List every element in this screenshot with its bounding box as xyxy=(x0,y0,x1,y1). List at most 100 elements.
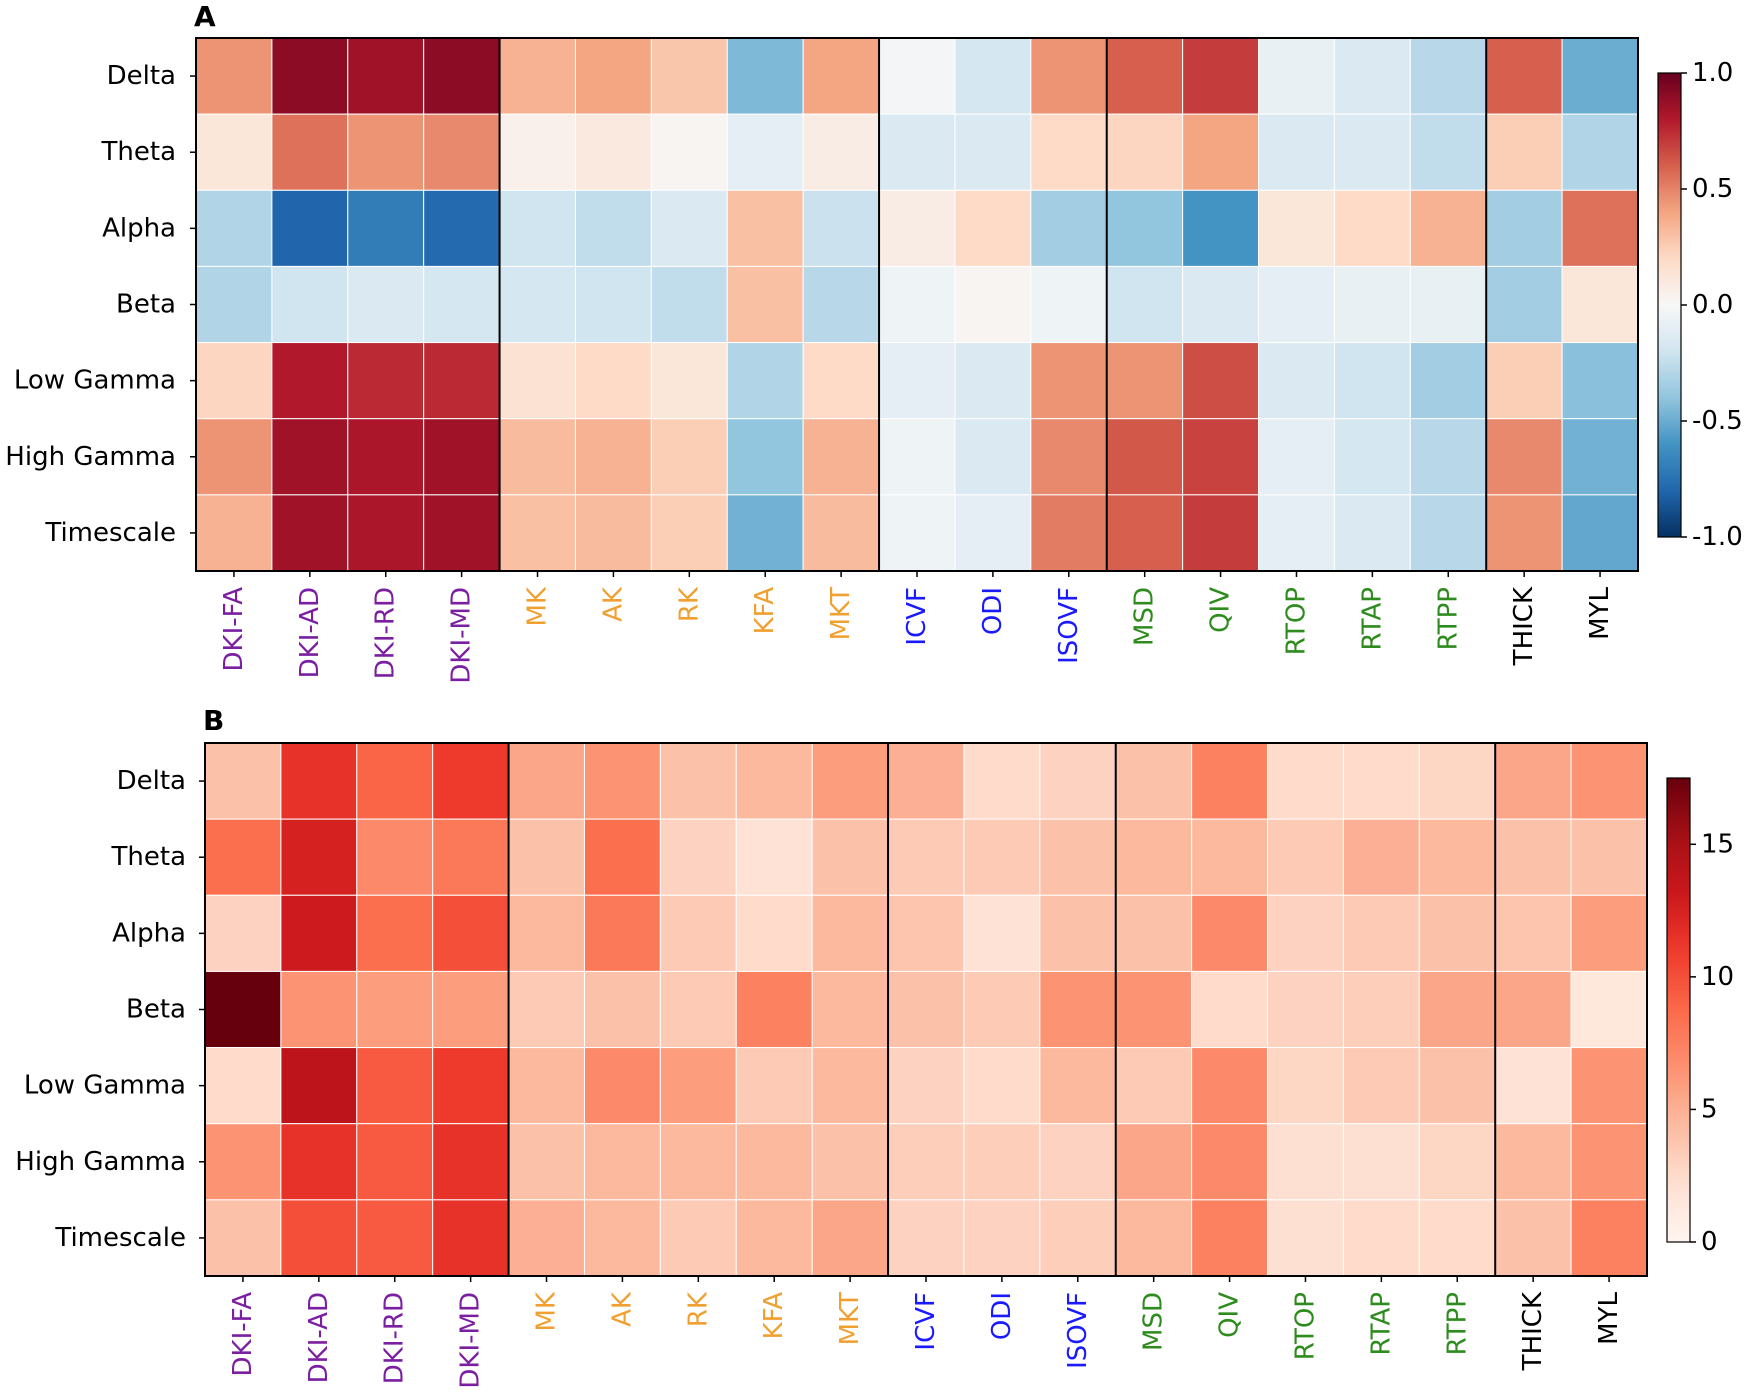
column-label: RTAP xyxy=(1357,587,1387,651)
heatmap-cell xyxy=(195,189,273,267)
heatmap-a: Delta Theta Alpha Beta Low Gamma High Gamma Ti… xyxy=(5,37,1743,684)
heatmap-cell xyxy=(1409,418,1487,496)
heatmap-cell xyxy=(878,37,956,115)
column-label: QIV xyxy=(1215,1292,1245,1338)
column-label: MYL xyxy=(1585,586,1615,639)
heatmap-cell xyxy=(1267,894,1344,972)
column-label: MKT xyxy=(826,587,856,640)
heatmap-cell xyxy=(1485,113,1563,191)
heatmap-cell xyxy=(1106,37,1184,115)
colorbar-tick-label: 0 xyxy=(1701,1227,1718,1257)
heatmap-cell xyxy=(1258,418,1335,496)
heatmap-cell xyxy=(280,742,358,820)
column-label: RTOP xyxy=(1290,1292,1320,1360)
heatmap-cell xyxy=(423,342,501,420)
heatmap-cell xyxy=(1115,1199,1193,1277)
heatmap-cell xyxy=(1182,37,1260,115)
heatmap-cell xyxy=(1342,742,1420,820)
heatmap-cell xyxy=(432,742,510,820)
heatmap-cell xyxy=(204,894,282,972)
heatmap-cell xyxy=(650,342,728,420)
heatmap-cell xyxy=(1561,418,1639,496)
row-label: Beta xyxy=(126,995,186,1025)
column-label: DKI-FA xyxy=(228,1292,258,1377)
heatmap-cell xyxy=(271,113,349,191)
heatmap-cell xyxy=(583,1047,661,1125)
heatmap-cell xyxy=(499,37,576,115)
row-label: High Gamma xyxy=(5,442,176,472)
heatmap-cell xyxy=(735,894,813,972)
heatmap-cell xyxy=(954,37,1032,115)
heatmap-cell xyxy=(195,342,273,420)
heatmap-cell xyxy=(887,1199,965,1277)
colorbar-tick-label: 0.0 xyxy=(1692,290,1733,320)
heatmap-cell xyxy=(574,342,652,420)
heatmap-cell xyxy=(887,742,965,820)
heatmap-cell xyxy=(1342,818,1420,896)
heatmap-cell xyxy=(802,494,880,572)
heatmap-cell xyxy=(423,418,501,496)
heatmap-cell xyxy=(1561,265,1639,344)
heatmap-cell xyxy=(726,494,804,572)
heatmap-cell xyxy=(508,970,585,1049)
heatmap-cell xyxy=(1030,37,1108,115)
heatmap-cell xyxy=(963,818,1041,896)
heatmap-cell xyxy=(1039,894,1117,972)
heatmap-cell xyxy=(1258,342,1335,420)
heatmap-cell xyxy=(878,494,956,572)
heatmap-cell xyxy=(811,1199,889,1277)
heatmap-cell xyxy=(811,970,889,1049)
heatmap-cell xyxy=(887,1123,965,1201)
heatmap-cell xyxy=(650,189,728,267)
panel-b-label: B xyxy=(203,704,224,737)
row-label: Timescale xyxy=(44,518,176,548)
heatmap-cell xyxy=(508,818,585,896)
heatmap-cell xyxy=(1418,970,1496,1049)
heatmap-cell xyxy=(583,1123,661,1201)
column-label: MYL xyxy=(1594,1291,1624,1344)
column-label: THICK xyxy=(1509,586,1539,666)
heatmap-cell xyxy=(1191,1199,1269,1277)
heatmap-cell xyxy=(1030,418,1108,496)
heatmap-cell xyxy=(1494,742,1572,820)
heatmap-cell xyxy=(802,113,880,191)
heatmap-cell xyxy=(1333,418,1411,496)
row-label: Delta xyxy=(107,61,176,91)
heatmap-cell xyxy=(508,1199,585,1277)
heatmap-cell xyxy=(356,1199,434,1277)
heatmap-cell xyxy=(1039,1123,1117,1201)
heatmap-cell xyxy=(1106,418,1184,496)
heatmap-cell xyxy=(583,894,661,972)
heatmap-cell xyxy=(204,742,282,820)
heatmap-cell xyxy=(650,418,728,496)
heatmap-cell xyxy=(347,37,425,115)
heatmap-cell xyxy=(887,894,965,972)
heatmap-cell xyxy=(280,818,358,896)
column-label: DKI-RD xyxy=(380,1292,410,1384)
colorbar-tick-label: 15 xyxy=(1701,829,1734,859)
heatmap-cell xyxy=(802,265,880,344)
column-label: MKT xyxy=(835,1292,865,1345)
heatmap-cell xyxy=(1494,894,1572,972)
column-label: RTPP xyxy=(1433,587,1463,650)
heatmap-cell xyxy=(1258,265,1335,344)
column-label: RTPP xyxy=(1442,1292,1472,1355)
heatmap-cell xyxy=(811,1123,889,1201)
heatmap-cell xyxy=(878,342,956,420)
row-label: Theta xyxy=(111,842,186,872)
heatmap-cell xyxy=(1115,1047,1193,1125)
column-label: DKI-AD xyxy=(304,1292,334,1383)
column-label: KFA xyxy=(750,587,780,635)
heatmap-cell xyxy=(1106,342,1184,420)
heatmap-cell xyxy=(1258,113,1335,191)
row-label: High Gamma xyxy=(15,1147,186,1177)
heatmap-b: Delta Theta Alpha Beta Low Gamma High Gamma Ti… xyxy=(15,742,1734,1389)
heatmap-cell xyxy=(347,418,425,496)
heatmap-cell xyxy=(271,265,349,344)
heatmap-cell xyxy=(1570,1123,1648,1201)
heatmap-cell xyxy=(1333,342,1411,420)
heatmap-cell xyxy=(735,1199,813,1277)
heatmap-cell xyxy=(963,970,1041,1049)
heatmap-cell xyxy=(802,37,880,115)
heatmap-cell xyxy=(499,494,576,572)
